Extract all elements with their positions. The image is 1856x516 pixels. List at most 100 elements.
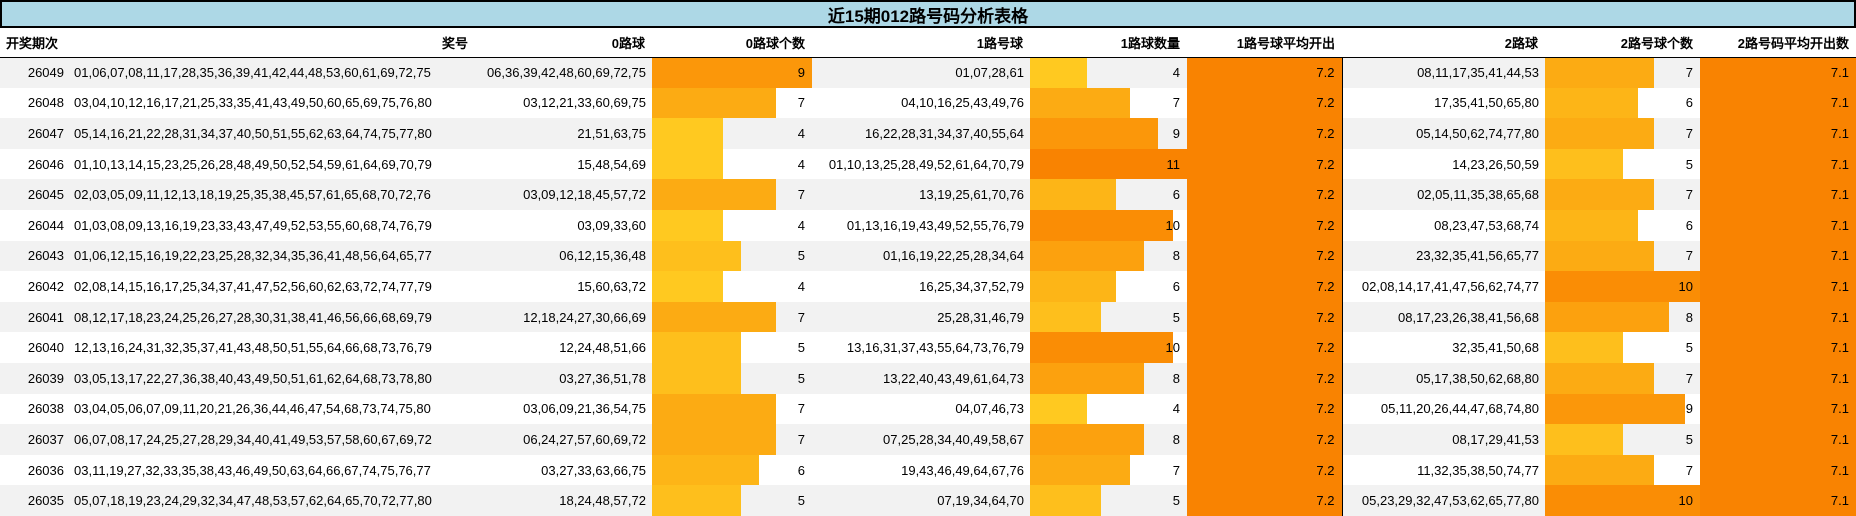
road2_avg-cell: 7.1 <box>1700 332 1856 363</box>
data-bar <box>1545 393 1685 425</box>
road2_count-bar-cell: 5 <box>1545 424 1700 455</box>
road2_count-value: 7 <box>1685 65 1693 81</box>
road1_balls-cell: 13,16,31,37,43,55,64,73,76,79 <box>812 332 1030 363</box>
road0_count-bar-cell: 4 <box>652 209 812 241</box>
road2_avg-cell: 7.1 <box>1700 87 1856 119</box>
road1_balls-cell: 04,10,16,25,43,49,76 <box>812 87 1030 119</box>
table-row-26042: 26042 02,08,14,15,16,17,25,34,37,41,47,52… <box>0 271 1856 302</box>
data-bar <box>652 393 777 425</box>
period-cell: 26039 <box>0 362 70 394</box>
period-cell: 26042 <box>0 271 70 302</box>
road1_balls-cell: 25,28,31,46,79 <box>812 301 1030 333</box>
road1_balls-cell: 07,19,34,64,70 <box>812 485 1030 516</box>
col-header-road1_avg: 1路号球平均开出 <box>1187 28 1342 58</box>
road2_count-bar-cell: 5 <box>1545 332 1700 363</box>
road1_balls-cell: 13,19,25,61,70,76 <box>812 179 1030 210</box>
data-bar <box>652 301 777 333</box>
road1_count-bar-cell: 4 <box>1030 57 1187 88</box>
road1_avg-cell: 7.2 <box>1187 454 1342 486</box>
road2_balls-cell: 32,35,41,50,68 <box>1341 332 1545 363</box>
road0_count-bar-cell: 5 <box>652 485 812 516</box>
road2_count-value: 7 <box>1685 248 1693 264</box>
road1_count-bar-cell: 6 <box>1030 271 1187 302</box>
road1_balls-cell: 19,43,46,49,64,67,76 <box>812 454 1030 486</box>
data-bar <box>652 332 741 363</box>
road2_count-value: 6 <box>1685 217 1693 233</box>
data-bar <box>652 271 724 302</box>
road2_count-value: 8 <box>1685 309 1693 325</box>
road2_count-value: 10 <box>1678 278 1693 294</box>
road0_count-value: 4 <box>797 217 805 233</box>
road0_count-value: 7 <box>797 431 805 447</box>
road2_balls-cell: 05,17,38,50,62,68,80 <box>1341 362 1545 394</box>
data-bar <box>1545 179 1654 210</box>
prize-cell: 03,04,10,12,16,17,21,25,33,35,41,43,49,5… <box>70 87 475 119</box>
road2_count-bar-cell: 7 <box>1545 57 1700 88</box>
road2_avg-cell: 7.1 <box>1700 301 1856 333</box>
col-header-road1_count: 1路球数量 <box>1030 28 1187 58</box>
prize-cell: 03,11,19,27,32,33,35,38,43,46,49,50,63,6… <box>70 454 475 486</box>
table-row-26045: 26045 02,03,05,09,11,12,13,18,19,25,35,38… <box>0 179 1856 210</box>
road1_avg-cell: 7.2 <box>1187 301 1342 333</box>
road1_count-value: 10 <box>1165 340 1180 356</box>
road1_balls-cell: 16,25,34,37,52,79 <box>812 271 1030 302</box>
road2_avg-cell: 7.1 <box>1700 454 1856 486</box>
road1_count-bar-cell: 5 <box>1030 301 1187 333</box>
road2_count-value: 6 <box>1685 95 1693 111</box>
road2_count-bar-cell: 10 <box>1545 485 1700 516</box>
road0_balls-cell: 06,24,27,57,60,69,72 <box>475 424 652 455</box>
data-bar <box>1545 301 1669 333</box>
road1_balls-cell: 13,22,40,43,49,61,64,73 <box>812 362 1030 394</box>
header-row: 开奖期次 奖号 0路球 0路球个数 1路号球 1路球数量 1路号球平均开出 2路球 2路号球个数… <box>0 28 1856 58</box>
road2_count-bar-cell: 6 <box>1545 209 1700 241</box>
road1_avg-cell: 7.2 <box>1187 240 1342 272</box>
prize-cell: 01,03,08,09,13,16,19,23,33,43,47,49,52,5… <box>70 209 475 241</box>
prize-cell: 05,07,18,19,23,24,29,32,34,47,48,53,57,6… <box>70 485 475 516</box>
data-bar <box>1030 424 1145 455</box>
road1_balls-cell: 07,25,28,34,40,49,58,67 <box>812 424 1030 455</box>
table-body: 26049 01,06,07,08,11,17,28,35,36,39,41,42… <box>0 57 1856 516</box>
data-bar <box>1545 362 1654 394</box>
road1_avg-cell: 7.2 <box>1187 179 1342 210</box>
data-bar <box>652 240 741 272</box>
road0_count-bar-cell: 5 <box>652 362 812 394</box>
col-header-road0_balls: 0路球 <box>475 28 652 58</box>
road1_count-value: 4 <box>1172 65 1180 81</box>
road0_balls-cell: 03,12,21,33,60,69,75 <box>475 87 652 119</box>
road1_avg-cell: 7.2 <box>1187 332 1342 363</box>
road1_count-value: 10 <box>1165 217 1180 233</box>
data-bar <box>652 424 777 455</box>
road0_count-bar-cell: 7 <box>652 179 812 210</box>
road2_avg-cell: 7.1 <box>1700 209 1856 241</box>
road1_count-bar-cell: 8 <box>1030 424 1187 455</box>
road0_balls-cell: 03,09,33,60 <box>475 209 652 241</box>
road0_balls-cell: 03,06,09,21,36,54,75 <box>475 393 652 425</box>
data-bar <box>1545 209 1638 241</box>
period-cell: 26037 <box>0 424 70 455</box>
road1_balls-cell: 01,07,28,61 <box>812 57 1030 88</box>
road1_balls-cell: 01,13,16,19,43,49,52,55,76,79 <box>812 209 1030 241</box>
table-row-26037: 26037 06,07,08,17,24,25,27,28,29,34,40,41… <box>0 424 1856 455</box>
road2_count-bar-cell: 10 <box>1545 271 1700 302</box>
table-row-26049: 26049 01,06,07,08,11,17,28,35,36,39,41,42… <box>0 57 1856 88</box>
road0_count-bar-cell: 5 <box>652 332 812 363</box>
road1_balls-cell: 01,10,13,25,28,49,52,61,64,70,79 <box>812 148 1030 180</box>
col-header-road2_avg: 2路号码平均开出数 <box>1700 28 1856 58</box>
road1_avg-cell: 7.2 <box>1187 209 1342 241</box>
road0_balls-cell: 03,27,36,51,78 <box>475 362 652 394</box>
data-bar <box>1030 362 1145 394</box>
table-row-26048: 26048 03,04,10,12,16,17,21,25,33,35,41,43… <box>0 87 1856 119</box>
table-row-26043: 26043 01,06,12,15,16,19,22,23,25,28,32,34… <box>0 240 1856 272</box>
road2_count-bar-cell: 7 <box>1545 179 1700 210</box>
road2_balls-cell: 14,23,26,50,59 <box>1341 148 1545 180</box>
road1_count-value: 5 <box>1172 309 1180 325</box>
table-header: 开奖期次 奖号 0路球 0路球个数 1路号球 1路球数量 1路号球平均开出 2路球 2路号球个数… <box>0 28 1856 58</box>
road2_avg-cell: 7.1 <box>1700 118 1856 149</box>
road1_count-bar-cell: 5 <box>1030 485 1187 516</box>
data-bar <box>652 57 812 88</box>
road2_count-value: 7 <box>1685 370 1693 386</box>
road1_count-bar-cell: 10 <box>1030 332 1187 363</box>
table-row-26044: 26044 01,03,08,09,13,16,19,23,33,43,47,49… <box>0 209 1856 241</box>
period-cell: 26036 <box>0 454 70 486</box>
road0_count-bar-cell: 5 <box>652 240 812 272</box>
